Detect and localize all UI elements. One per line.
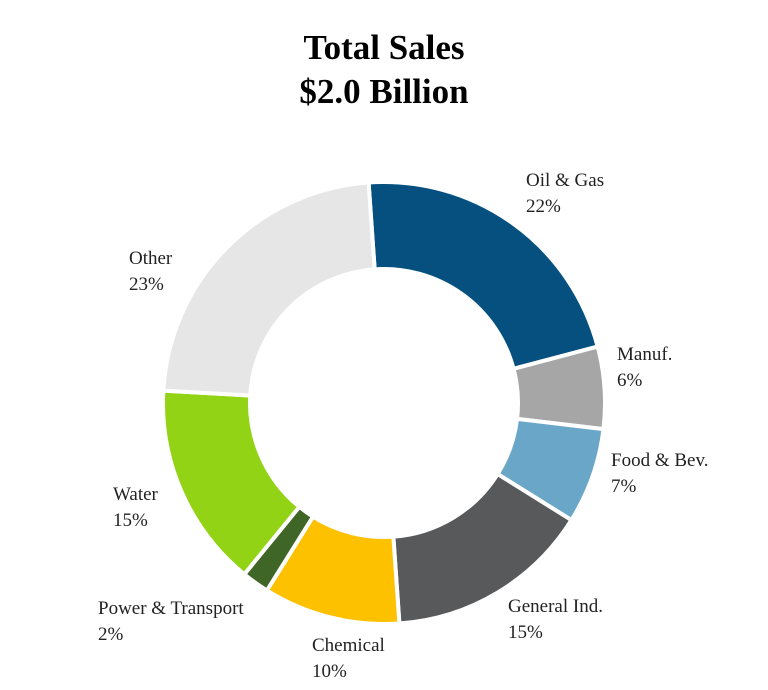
label-other: Other 23% bbox=[129, 246, 172, 298]
slice-other bbox=[161, 180, 377, 398]
label-value: 7% bbox=[611, 476, 637, 497]
label-name: Oil & Gas bbox=[526, 170, 605, 191]
label-manuf: Manuf. 6% bbox=[617, 342, 672, 394]
label-name: Manuf. bbox=[617, 344, 673, 365]
subtitle-line: $2.0 Billion bbox=[299, 72, 469, 111]
label-name: Water bbox=[113, 484, 158, 505]
title-line: Total Sales bbox=[303, 28, 465, 67]
label-value: 10% bbox=[312, 661, 347, 682]
label-oil-gas: Oil & Gas 22% bbox=[526, 168, 604, 220]
label-value: 23% bbox=[129, 274, 164, 295]
label-water: Water 15% bbox=[113, 482, 158, 534]
label-value: 22% bbox=[526, 196, 561, 217]
label-power-transport: Power & Transport 2% bbox=[98, 596, 244, 648]
label-value: 2% bbox=[98, 624, 124, 645]
label-name: General Ind. bbox=[508, 596, 603, 617]
slice-oil-gas bbox=[366, 180, 601, 372]
label-food-bev: Food & Bev. 7% bbox=[611, 448, 708, 500]
label-name: Food & Bev. bbox=[611, 450, 709, 471]
label-name: Power & Transport bbox=[98, 598, 244, 619]
label-value: 15% bbox=[508, 622, 543, 643]
chart-title: Total Sales $2.0 Billion bbox=[0, 26, 768, 114]
label-chemical: Chemical 10% bbox=[312, 633, 385, 685]
label-general-ind: General Ind. 15% bbox=[508, 594, 603, 646]
label-name: Chemical bbox=[312, 635, 385, 656]
label-value: 15% bbox=[113, 510, 148, 531]
label-value: 6% bbox=[617, 370, 643, 391]
label-name: Other bbox=[129, 248, 173, 269]
